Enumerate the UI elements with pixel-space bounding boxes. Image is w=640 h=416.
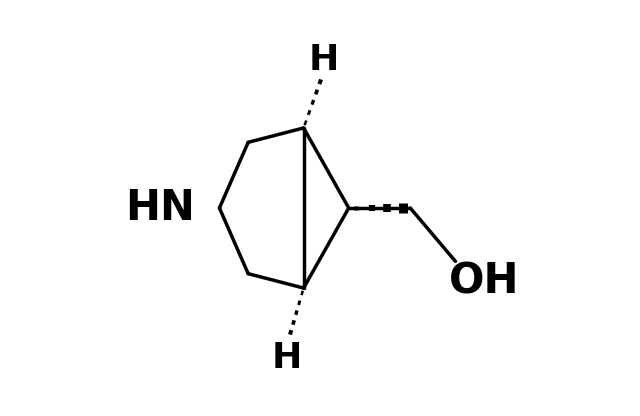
Text: HN: HN <box>125 187 195 229</box>
Text: H: H <box>272 341 302 375</box>
Text: H: H <box>309 43 339 77</box>
Text: OH: OH <box>449 261 520 303</box>
